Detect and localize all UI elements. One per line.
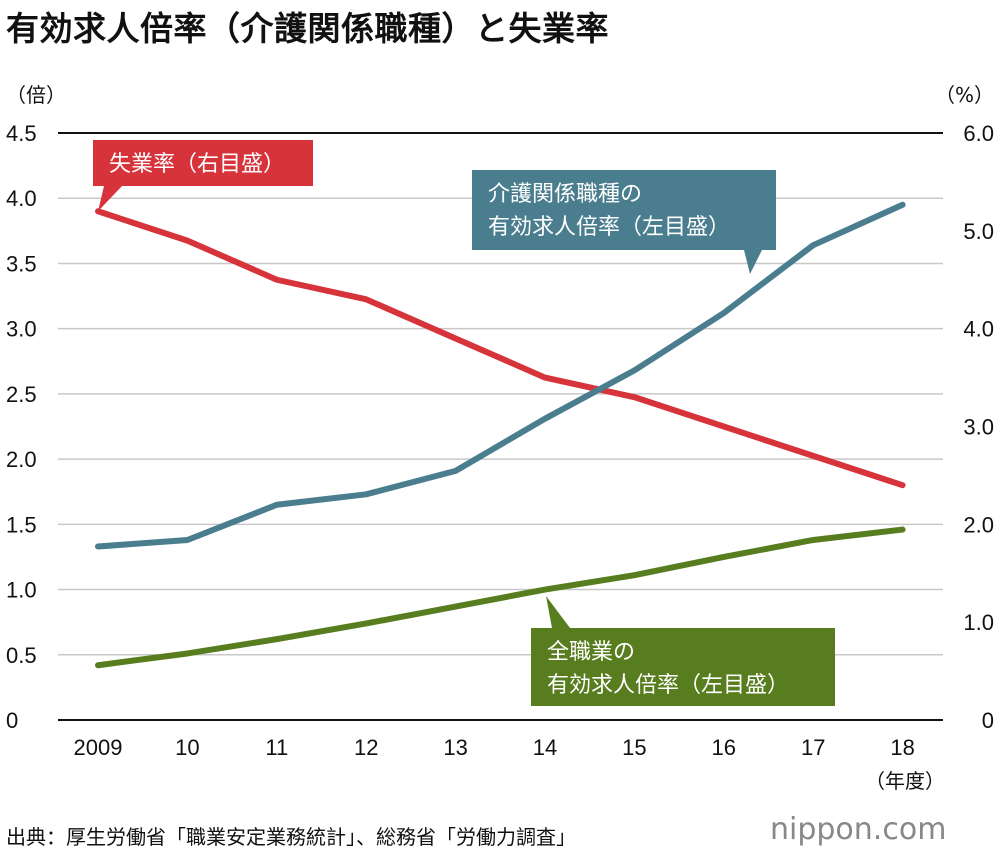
right-tick-label: 0 xyxy=(982,708,994,733)
x-tick-label: 17 xyxy=(801,735,825,760)
x-axis-ticks: 2009 10 11 12 13 14 15 16 17 18 xyxy=(74,735,915,760)
right-tick-label: 3.0 xyxy=(963,415,994,440)
left-tick-label: 0 xyxy=(6,708,18,733)
x-tick-label: 10 xyxy=(175,735,199,760)
x-tick-label: 15 xyxy=(622,735,646,760)
logo-text: nippon.com xyxy=(770,812,947,847)
x-tick-label: 11 xyxy=(265,735,288,760)
x-tick-label: 12 xyxy=(354,735,378,760)
callout-label: 全職業の xyxy=(547,640,635,665)
x-tick-label: 16 xyxy=(712,735,736,760)
right-tick-label: 5.0 xyxy=(963,219,994,244)
left-tick-label: 3.5 xyxy=(6,251,37,276)
grid-lines xyxy=(58,132,943,721)
callout-box xyxy=(93,140,313,186)
series-line xyxy=(95,208,906,489)
series-line xyxy=(95,526,906,669)
left-tick-label: 2.0 xyxy=(6,447,37,472)
left-tick-label: 0.5 xyxy=(6,643,37,668)
series-callouts: 失業率（右目盛）介護関係職種の有効求人倍率（左目盛）全職業の有効求人倍率（左目盛… xyxy=(93,140,835,706)
right-tick-label: 2.0 xyxy=(963,512,994,537)
right-tick-label: 1.0 xyxy=(963,610,994,635)
x-tick-label: 13 xyxy=(443,735,467,760)
callout-pointer xyxy=(744,250,762,274)
left-tick-label: 1.0 xyxy=(6,578,37,603)
left-tick-label: 4.0 xyxy=(6,186,37,211)
right-axis-unit: （%） xyxy=(935,83,994,107)
x-tick-label: 18 xyxy=(890,735,914,760)
callout-label: 介護関係職種の xyxy=(488,182,642,207)
x-tick-label: 2009 xyxy=(74,735,123,760)
series-callout: 失業率（右目盛） xyxy=(93,140,313,212)
left-tick-label: 3.0 xyxy=(6,317,37,342)
nippon-logo-icon: nippon.com xyxy=(770,812,946,847)
callout-label: 有効求人倍率（左目盛） xyxy=(488,215,730,240)
right-tick-label: 4.0 xyxy=(963,317,994,342)
callout-label: 失業率（右目盛） xyxy=(109,152,285,177)
right-axis-ticks: 0 1.0 2.0 3.0 4.0 5.0 6.0 xyxy=(963,121,994,733)
left-axis-ticks: 0 0.5 1.0 1.5 2.0 2.5 3.0 3.5 4.0 4.5 xyxy=(6,121,37,733)
right-tick-label: 6.0 xyxy=(963,121,994,146)
callout-box xyxy=(472,170,776,250)
callout-pointer xyxy=(98,186,122,212)
left-axis-unit: （倍） xyxy=(6,83,66,107)
left-tick-label: 2.5 xyxy=(6,382,37,407)
x-axis-unit: （年度） xyxy=(865,769,945,793)
left-tick-label: 1.5 xyxy=(6,512,37,537)
series-line xyxy=(95,201,906,550)
callout-box xyxy=(531,628,835,706)
x-tick-label: 14 xyxy=(533,735,557,760)
series-lines xyxy=(95,201,906,669)
left-tick-label: 4.5 xyxy=(6,121,37,146)
callout-label: 有効求人倍率（左目盛） xyxy=(547,673,789,698)
chart-title: 有効求人倍率（介護関係職種）と失業率 xyxy=(6,9,609,48)
source-note: 出典：厚生労働省「職業安定業務統計」、総務省「労働力調査」 xyxy=(6,825,576,849)
callout-pointer xyxy=(546,596,570,628)
